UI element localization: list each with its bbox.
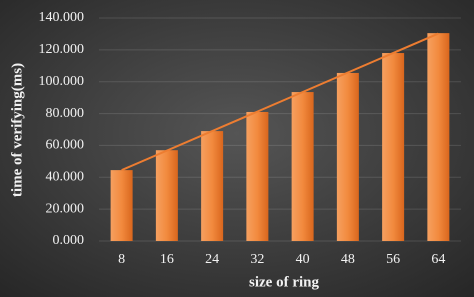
- x-tick-label: 8: [118, 252, 125, 267]
- y-tick-label: 60.000: [46, 138, 85, 153]
- y-tick-label: 140.000: [39, 10, 85, 25]
- y-tick-label: 120.000: [39, 42, 85, 57]
- y-tick-label: 100.000: [39, 74, 85, 89]
- x-tick-label: 56: [386, 252, 400, 267]
- bar: [246, 111, 269, 241]
- x-tick-label: 16: [160, 252, 174, 267]
- x-tick-label: 40: [296, 252, 310, 267]
- y-tick-label: 0.000: [53, 233, 85, 248]
- y-tick-label: 80.000: [46, 106, 85, 121]
- bar: [427, 33, 450, 241]
- trendline: [121, 32, 439, 172]
- x-tick-label: 32: [250, 252, 264, 267]
- x-tick-label: 24: [205, 252, 219, 267]
- y-tick-label: 40.000: [46, 170, 85, 185]
- y-axis-title: time of verifying(ms): [9, 63, 25, 197]
- bar: [110, 170, 133, 241]
- bar: [291, 92, 314, 241]
- bar: [155, 150, 178, 241]
- x-tick-label: 64: [431, 252, 445, 267]
- y-tick-label: 20.000: [46, 201, 85, 216]
- bar: [382, 53, 405, 241]
- x-tick-label: 48: [341, 252, 355, 267]
- x-axis-title: size of ring: [249, 274, 319, 290]
- bar: [201, 131, 224, 241]
- bar: [336, 72, 359, 241]
